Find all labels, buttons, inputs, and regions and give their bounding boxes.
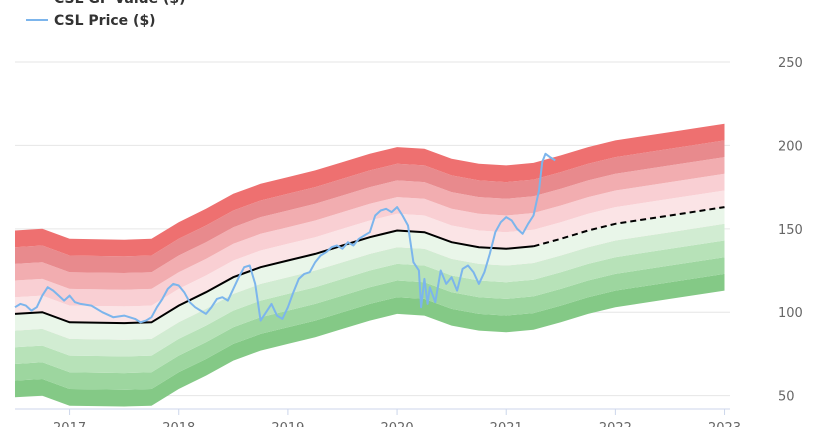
- series-lines: [14, 152, 725, 325]
- legend: CSL GF Value ($) CSL Price ($): [26, 0, 186, 29]
- x-tick-label: 2022: [599, 421, 632, 427]
- x-tick-label: 2023: [708, 421, 741, 427]
- x-tick-label: 2020: [381, 421, 414, 427]
- gf-band: [15, 173, 725, 307]
- gf-band: [15, 207, 725, 340]
- gf-band: [15, 190, 725, 324]
- price-line: [14, 152, 556, 324]
- x-tick-label: 2017: [53, 421, 86, 427]
- gf-band: [15, 123, 725, 257]
- y-tick-label: 150: [778, 223, 803, 238]
- gf-value-line: [14, 229, 534, 325]
- legend-label[interactable]: CSL GF Value ($): [54, 0, 186, 7]
- y-tick-label: 50: [778, 390, 795, 405]
- gf-band: [15, 223, 725, 357]
- gf-value-bands: [15, 123, 725, 407]
- gf-band: [15, 157, 725, 290]
- gf-band: [15, 257, 725, 390]
- gf-band: [15, 140, 725, 273]
- gf-band: [15, 273, 725, 407]
- x-tick-label: 2021: [490, 421, 523, 427]
- x-tick-label: 2019: [271, 421, 304, 427]
- legend-label[interactable]: CSL Price ($): [54, 13, 156, 29]
- gf-value-projection-line: [533, 206, 725, 248]
- gf-band: [15, 240, 725, 374]
- axes: 50 100 150 200 250 2017 2018 2019 2020 2021 2022 20…: [15, 56, 803, 427]
- y-tick-label: 100: [778, 306, 803, 321]
- y-tick-label: 200: [778, 139, 803, 154]
- x-tick-label: 2018: [162, 421, 195, 427]
- y-tick-label: 250: [778, 56, 803, 71]
